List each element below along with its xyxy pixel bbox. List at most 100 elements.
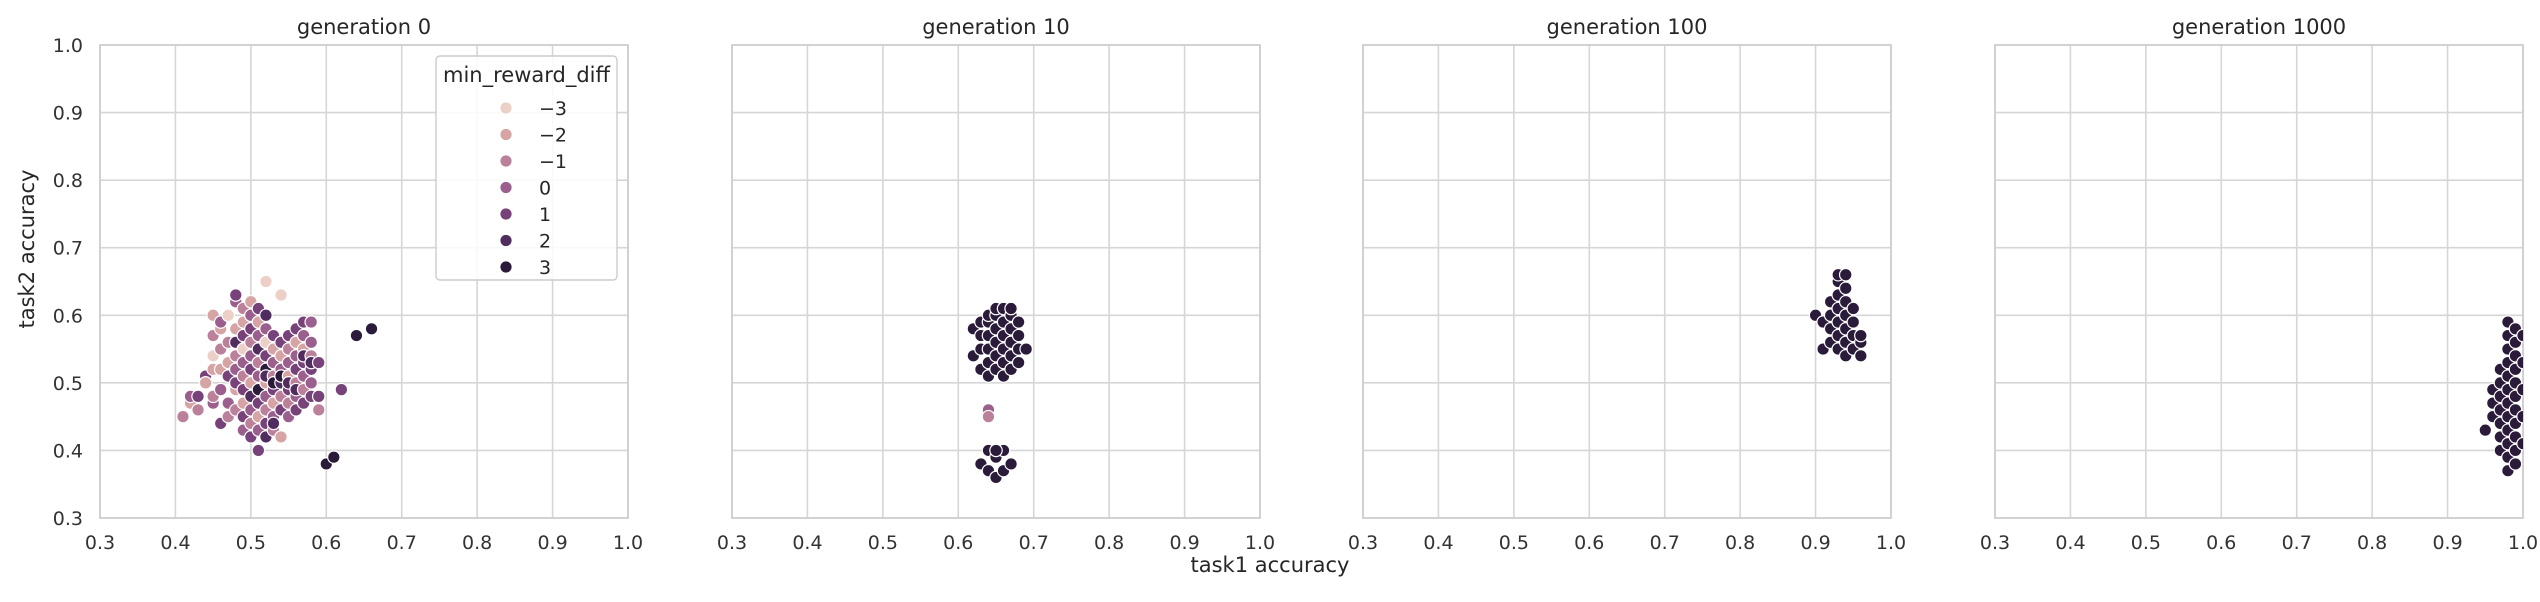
data-point bbox=[311, 355, 326, 370]
data-point bbox=[213, 382, 228, 397]
y-tick-label: 1.0 bbox=[53, 35, 83, 57]
legend-marker bbox=[499, 180, 513, 195]
legend-label: −2 bbox=[539, 125, 567, 147]
legend-marker bbox=[499, 207, 513, 221]
plot-frame bbox=[99, 44, 629, 519]
plot-frame bbox=[731, 44, 1261, 519]
data-point bbox=[2516, 355, 2523, 370]
data-point bbox=[259, 308, 273, 323]
data-point bbox=[251, 443, 266, 458]
legend-label: −1 bbox=[539, 151, 567, 173]
x-tick-label: 1.0 bbox=[1245, 532, 1275, 554]
x-tick-label: 0.7 bbox=[1650, 532, 1680, 554]
x-tick-label: 0.3 bbox=[717, 532, 747, 554]
data-point bbox=[1846, 301, 1861, 316]
data-point bbox=[1854, 349, 1868, 363]
points-2 bbox=[1808, 267, 1868, 363]
legend-marker bbox=[499, 101, 513, 115]
legend-marker bbox=[499, 127, 513, 142]
x-tick-label: 0.4 bbox=[160, 532, 190, 554]
legend: min_reward_diff −3 −2 −1 0 1 2 3 bbox=[435, 55, 618, 281]
data-point bbox=[221, 308, 236, 323]
y-tick-label: 0.6 bbox=[53, 305, 83, 327]
data-point bbox=[311, 389, 326, 404]
points-1 bbox=[966, 301, 1033, 485]
data-point bbox=[2516, 436, 2523, 451]
legend-label: −3 bbox=[539, 98, 567, 120]
legend-box bbox=[435, 55, 618, 281]
legend-label: 2 bbox=[539, 231, 551, 253]
x-tick-label: 0.5 bbox=[236, 532, 266, 554]
data-point bbox=[176, 409, 190, 424]
data-point bbox=[1838, 267, 1853, 282]
data-point bbox=[1854, 328, 1868, 343]
x-tick-label: 0.7 bbox=[387, 532, 417, 554]
x-tick-label: 0.4 bbox=[1423, 532, 1453, 554]
x-tick-label: 0.8 bbox=[2357, 532, 2387, 554]
x-tick-label: 0.6 bbox=[1574, 532, 1604, 554]
y-tick-label: 0.8 bbox=[53, 170, 83, 192]
x-axis-label: task1 accuracy bbox=[1191, 553, 1350, 577]
plot-frame bbox=[1362, 44, 1892, 519]
x-tick-label: 0.9 bbox=[2432, 532, 2462, 554]
legend-title: min_reward_diff bbox=[443, 63, 610, 88]
data-point bbox=[191, 403, 205, 417]
x-tick-label: 1.0 bbox=[613, 532, 643, 554]
x-tick-label: 0.9 bbox=[1800, 532, 1830, 554]
data-point bbox=[311, 403, 326, 417]
x-tick-label: 0.6 bbox=[2206, 532, 2236, 554]
x-tick-label: 0.3 bbox=[1980, 532, 2010, 554]
x-tick-label: 0.7 bbox=[1019, 532, 1049, 554]
data-point bbox=[198, 376, 213, 390]
data-point bbox=[2516, 409, 2523, 424]
data-point bbox=[1838, 281, 1853, 296]
y-axis-label: task2 accuracy bbox=[15, 170, 39, 329]
x-tick-label: 0.8 bbox=[1094, 532, 1124, 554]
panel-title: generation 100 bbox=[1547, 15, 1708, 39]
legend-label: 1 bbox=[539, 204, 551, 226]
legend-marker bbox=[499, 260, 513, 274]
data-point bbox=[1004, 301, 1018, 316]
x-tick-label: 0.9 bbox=[537, 532, 567, 554]
panel-1: 0.3 0.4 0.5 0.6 0.7 0.8 0.9 1.0 generation 10 bbox=[717, 15, 1275, 554]
legend-marker bbox=[499, 233, 513, 248]
y-tick-label: 0.9 bbox=[53, 103, 83, 125]
data-point bbox=[981, 409, 996, 424]
points-0 bbox=[176, 274, 379, 471]
x-tick-label: 1.0 bbox=[1876, 532, 1906, 554]
data-point bbox=[228, 288, 243, 302]
data-point bbox=[2478, 423, 2493, 437]
x-tick-label: 1.0 bbox=[2508, 532, 2538, 554]
panel-title: generation 0 bbox=[297, 15, 431, 39]
data-point bbox=[1011, 315, 1026, 329]
plot-frame bbox=[1994, 44, 2524, 519]
legend-label: 0 bbox=[539, 178, 551, 200]
x-tick-label: 0.3 bbox=[85, 532, 115, 554]
data-point bbox=[2516, 382, 2523, 397]
data-point bbox=[2508, 457, 2523, 471]
x-tick-label: 0.4 bbox=[2055, 532, 2085, 554]
data-point bbox=[266, 416, 281, 431]
data-point bbox=[1011, 355, 1026, 370]
panel-title: generation 10 bbox=[922, 15, 1070, 39]
data-point bbox=[1011, 328, 1026, 343]
data-point bbox=[259, 274, 273, 289]
x-tick-label: 0.8 bbox=[462, 532, 492, 554]
panel-0: 0.3 0.4 0.5 0.6 0.7 0.8 0.9 1.0 0.3 0.4 0.5 0.6 0.7 0… bbox=[53, 15, 643, 554]
legend-marker bbox=[499, 154, 513, 168]
data-point bbox=[191, 389, 205, 404]
data-point bbox=[989, 443, 1003, 458]
y-tick-label: 0.4 bbox=[53, 440, 83, 462]
panel-title: generation 1000 bbox=[2172, 15, 2346, 39]
x-tick-label: 0.5 bbox=[1499, 532, 1529, 554]
data-point bbox=[304, 376, 318, 390]
data-point bbox=[1019, 342, 1033, 356]
y-tick-label: 0.3 bbox=[53, 508, 83, 530]
x-tick-label: 0.6 bbox=[311, 532, 341, 554]
y-tick-label: 0.7 bbox=[53, 238, 83, 260]
data-point bbox=[1846, 315, 1861, 329]
data-point bbox=[2516, 328, 2523, 343]
data-point bbox=[274, 430, 288, 444]
panel-2: 0.3 0.4 0.5 0.6 0.7 0.8 0.9 1.0 generation 100 bbox=[1348, 15, 1906, 554]
x-tick-label: 0.5 bbox=[2131, 532, 2161, 554]
